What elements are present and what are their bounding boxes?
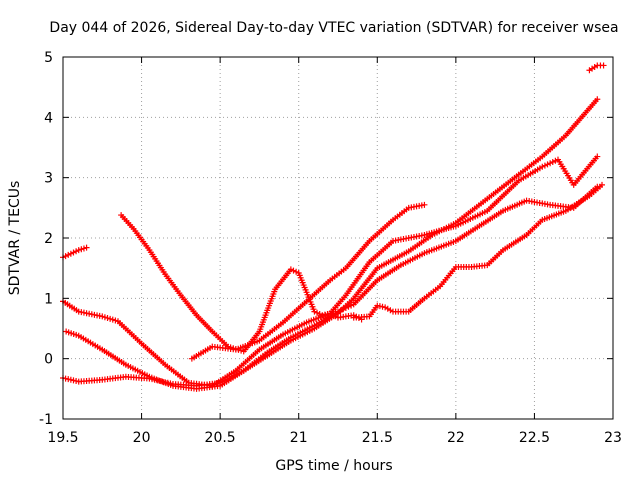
series-pass-7 (188, 201, 428, 362)
data-point-pass-1-2 (65, 251, 72, 258)
data-point-pass-1-9 (83, 244, 90, 251)
series-markers-pass-3 (60, 153, 601, 389)
data-point-pass-8-113 (599, 181, 605, 188)
data-point-pass-3-19 (107, 315, 114, 322)
series-pass-4 (63, 183, 601, 392)
data-point-pass-3-18 (104, 315, 111, 322)
data-point-pass-5-41 (167, 380, 174, 387)
data-point-pass-1-3 (67, 250, 74, 257)
series-markers-pass-5 (60, 96, 601, 389)
data-point-pass-8-11 (374, 302, 381, 309)
data-point-pass-1-1 (62, 253, 69, 260)
data-point-pass-6-5 (600, 62, 607, 69)
x-axis-label: GPS time / hours (275, 458, 392, 474)
x-tick-label-2: 20.5 (205, 430, 236, 446)
data-point-pass-1-4 (70, 249, 77, 256)
y-tick-label-6: 5 (44, 50, 53, 66)
data-point-pass-3-21 (112, 317, 119, 324)
data-point-pass-4-122 (348, 302, 355, 309)
data-point-pass-3-227 (552, 157, 559, 164)
data-point-pass-3-223 (541, 162, 548, 169)
data-point-pass-2-129 (314, 309, 321, 316)
chart-title: Day 044 of 2026, Sidereal Day-to-day VTE… (49, 20, 618, 36)
data-point-pass-3-17 (101, 314, 108, 321)
series-layer (60, 62, 607, 392)
data-point-pass-3-16 (99, 313, 106, 320)
y-tick-label-5: 4 (44, 110, 53, 126)
data-point-pass-2-110 (290, 267, 297, 274)
data-point-pass-1-5 (73, 248, 80, 255)
x-tick-label-7: 23 (604, 430, 622, 446)
data-point-pass-1-6 (75, 247, 82, 254)
data-point-pass-5-243 (594, 96, 601, 103)
y-tick-label-4: 3 (44, 171, 53, 187)
x-tick-label-1: 20 (133, 430, 151, 446)
y-tick-label-0: -1 (39, 412, 53, 428)
data-point-pass-3-225 (547, 160, 554, 167)
data-point-pass-4-121 (345, 303, 352, 310)
data-point-pass-1-7 (78, 246, 85, 253)
series-markers-pass-7 (188, 201, 428, 362)
data-point-pass-3-224 (544, 161, 551, 168)
data-point-pass-3-20 (109, 316, 116, 323)
data-point-pass-7-109 (421, 201, 428, 208)
series-pass-5 (60, 96, 601, 389)
x-tick-label-5: 22 (447, 430, 465, 446)
data-point-pass-3-222 (539, 163, 546, 170)
y-axis-label: SDTVAR / TECUs (7, 181, 23, 296)
x-tick-label-4: 21.5 (362, 430, 393, 446)
data-point-pass-3-253 (594, 153, 601, 160)
series-pass-6 (586, 62, 607, 74)
data-point-pass-5-35 (151, 376, 158, 383)
x-tick-label-0: 19.5 (47, 430, 78, 446)
series-pass-8 (350, 181, 605, 321)
x-tick-label-6: 22.5 (519, 430, 550, 446)
y-tick-label-2: 1 (44, 291, 53, 307)
series-pass-1 (60, 244, 90, 261)
y-tick-label-1: 0 (44, 352, 53, 368)
series-markers-pass-4 (63, 183, 601, 392)
data-point-pass-2-130 (316, 311, 323, 318)
ticks-layer (62, 56, 614, 420)
data-point-pass-2-109 (287, 266, 294, 273)
data-point-pass-2-128 (311, 308, 318, 315)
x-tick-label-3: 21 (290, 430, 308, 446)
series-markers-pass-6 (586, 62, 607, 74)
data-point-pass-5-38 (159, 378, 166, 385)
y-tick-label-3: 2 (44, 231, 53, 247)
series-markers-pass-8 (350, 181, 605, 321)
data-point-pass-1-8 (80, 245, 87, 252)
data-point-pass-5-3 (67, 376, 74, 383)
series-markers-pass-1 (60, 244, 90, 261)
series-pass-3 (60, 153, 601, 389)
data-point-pass-2-111 (293, 268, 300, 275)
data-point-pass-3-226 (549, 158, 556, 165)
